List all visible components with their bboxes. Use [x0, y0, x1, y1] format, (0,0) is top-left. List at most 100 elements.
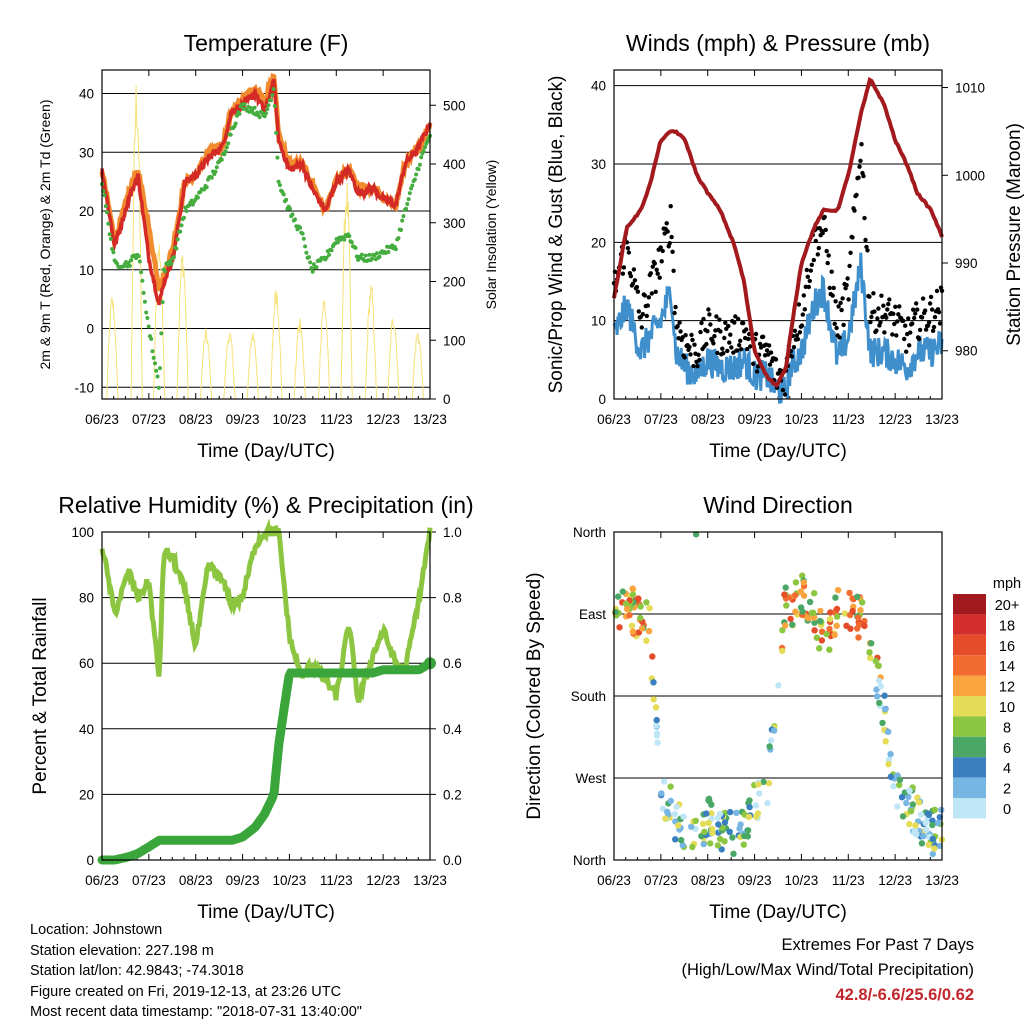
dewpoint-point [111, 250, 116, 255]
gust-point [885, 307, 890, 312]
direction-ylabel: Direction (Colored By Speed) [524, 572, 545, 819]
dewpoint-point [213, 169, 218, 174]
direction-point [817, 607, 824, 615]
direction-point [653, 730, 661, 737]
gust-point [708, 322, 713, 327]
temperature-title: Temperature (F) [184, 30, 349, 56]
direction-ytick-label: West [575, 771, 606, 786]
direction-point [811, 627, 818, 634]
gust-point [720, 346, 725, 351]
gust-point [887, 297, 892, 302]
temperature-xtick-label: 12/23 [366, 412, 400, 427]
direction-point [652, 704, 660, 711]
direction-point [861, 622, 868, 630]
direction-point [818, 637, 826, 644]
direction-point [779, 627, 786, 634]
gust-point [687, 344, 692, 350]
winds-plot-frame [613, 69, 943, 400]
direction-point [857, 606, 864, 614]
gust-point [689, 332, 694, 338]
gust-point [707, 312, 712, 317]
legend-label: 6 [1003, 741, 1011, 757]
legend-swatch [953, 634, 986, 656]
direction-point [890, 783, 897, 790]
solar-insolation-line [340, 182, 353, 400]
gust-point [879, 293, 884, 298]
gust-point [845, 276, 850, 281]
info-created: Figure created on Fri, 2019-12-13, at 23… [30, 983, 342, 1000]
direction-point [866, 649, 873, 656]
humidity-y2tick-label: 0.4 [443, 722, 462, 737]
direction-point [760, 778, 767, 786]
dewpoint-point [137, 259, 142, 264]
gust-point [876, 306, 881, 311]
direction-point [783, 602, 790, 609]
gust-point [766, 343, 772, 348]
dewpoint-point [195, 195, 200, 200]
direction-point [629, 628, 637, 635]
gust-point [767, 362, 773, 367]
dewpoint-point [223, 149, 228, 154]
gust-point [683, 333, 688, 338]
direction-point [903, 799, 910, 807]
gust-point [701, 316, 706, 322]
dewpoint-point [190, 202, 195, 207]
temp-2m-line [100, 78, 432, 306]
gust-point [729, 345, 734, 350]
temperature-ytick-label: 30 [79, 145, 94, 160]
gust-point [903, 323, 908, 328]
dewpoint-point [425, 139, 430, 144]
dewpoint-point [400, 218, 405, 223]
gust-point [658, 245, 663, 250]
gust-point [895, 319, 900, 324]
dewpoint-point [140, 278, 145, 283]
dewpoint-point [399, 228, 403, 232]
gust-point [739, 347, 744, 352]
direction-point [894, 803, 901, 810]
dewpoint-point [184, 209, 189, 213]
direction-point [806, 598, 814, 606]
direction-point [887, 773, 894, 780]
direction-point [637, 603, 644, 610]
gust-point [861, 173, 866, 179]
direction-point [692, 531, 700, 538]
direction-point [934, 819, 942, 827]
gust-point [801, 293, 806, 298]
humidity-ylabel: Percent & Total Rainfall [30, 597, 51, 794]
dewpoint-point [272, 104, 277, 108]
solar-insolation-line [246, 333, 259, 400]
dewpoint-point [353, 245, 358, 250]
solar-insolation-line [176, 255, 189, 400]
direction-point [826, 646, 833, 653]
solar-insolation-line [199, 328, 213, 400]
direction-point [918, 840, 926, 847]
dewpoint-point [178, 229, 183, 234]
gust-point [848, 250, 853, 255]
direction-xtick-label: 06/23 [597, 873, 631, 888]
gust-point [626, 250, 632, 255]
legend-title: mph [993, 576, 1021, 592]
winds-y2tick-label: 1000 [955, 168, 985, 183]
direction-point [741, 832, 748, 840]
gust-point [807, 278, 812, 284]
direction-point [701, 828, 708, 835]
legend-label: 18 [999, 618, 1015, 634]
dewpoint-point [310, 269, 315, 274]
humidity-y2tick-label: 0.2 [443, 787, 462, 802]
direction-xtick-label: 11/23 [832, 873, 865, 888]
direction-point [658, 790, 665, 797]
dewpoint-point [288, 206, 292, 211]
gust-point [911, 307, 916, 312]
dewpoint-point [150, 349, 155, 354]
direction-point [792, 608, 799, 615]
direction-point [744, 827, 752, 834]
temperature-xlabel: Time (Day/UTC) [197, 441, 335, 462]
dewpoint-point [145, 316, 150, 320]
gust-point [834, 325, 839, 331]
dewpoint-point [303, 244, 308, 249]
gust-point [874, 328, 879, 333]
direction-point [915, 799, 923, 806]
gust-point [916, 336, 922, 342]
gust-point [704, 341, 709, 347]
